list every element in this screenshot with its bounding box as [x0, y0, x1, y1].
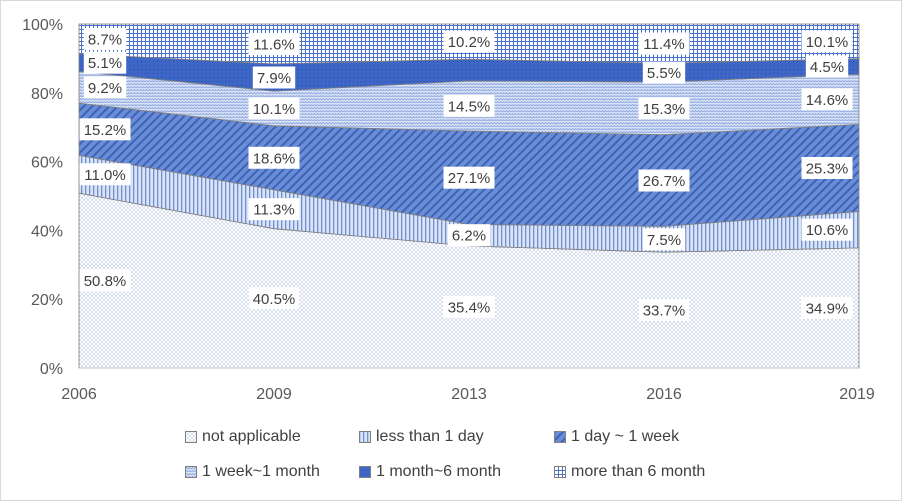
data-label: 10.1%: [806, 34, 849, 51]
data-label: 35.4%: [448, 299, 491, 316]
data-label-background: [447, 224, 491, 247]
x-tick-labels: 2006 2009 2013 2016 2019: [61, 386, 875, 403]
data-label: 33.7%: [643, 303, 686, 320]
data-label-background: [443, 30, 495, 53]
data-label: 15.2%: [84, 122, 127, 139]
data-label: 10.2%: [448, 34, 491, 51]
legend-label: less than 1 day: [376, 428, 484, 445]
legend-item: less than 1 day: [359, 428, 484, 446]
data-label-background: [248, 146, 300, 169]
legend: not applicable less than 1 day 1 day ~ 1 w…: [1, 1, 901, 480]
legend-label: more than 6 month: [571, 463, 706, 480]
data-label: 18.6%: [253, 150, 296, 167]
x-tick-label: 2006: [61, 386, 97, 403]
legend-item: not applicable: [185, 428, 301, 446]
legend-label: 1 month~6 month: [376, 463, 501, 480]
data-labels: 50.8% 40.5% 35.4% 33.7% 34.9% 11.0% 11.3% 6.2% 7…: [79, 28, 853, 322]
legend-swatch: [185, 466, 197, 478]
data-label-background: [805, 55, 849, 78]
data-label: 6.2%: [452, 228, 486, 245]
legend-swatch: [359, 431, 371, 443]
y-tick-label: 80%: [31, 86, 63, 103]
data-label-background: [443, 295, 495, 318]
y-tick-label: 60%: [31, 155, 63, 172]
data-label: 10.6%: [806, 222, 849, 239]
data-label: 5.1%: [88, 55, 122, 72]
x-tick-label: 2019: [839, 386, 875, 403]
data-label-background: [801, 297, 853, 319]
data-label: 10.1%: [253, 101, 296, 118]
data-label-background: [83, 28, 127, 50]
data-label-background: [79, 163, 131, 186]
y-tick-labels: 0% 20% 40% 60% 80% 100%: [22, 17, 63, 378]
data-label-background: [248, 33, 300, 55]
x-tick-label: 2016: [646, 386, 682, 403]
data-label: 50.8%: [84, 273, 127, 290]
data-label: 7.9%: [257, 70, 291, 87]
data-label: 8.7%: [88, 32, 122, 49]
data-label-background: [638, 97, 690, 120]
data-label-background: [801, 218, 853, 241]
data-label-background: [801, 30, 853, 53]
data-label: 27.1%: [448, 170, 491, 187]
data-label-background: [801, 157, 853, 179]
data-label: 11.6%: [253, 37, 294, 54]
data-label: 25.3%: [806, 161, 849, 178]
data-label-background: [248, 287, 300, 310]
y-tick-label: 20%: [31, 292, 63, 309]
legend-item: 1 week~1 month: [185, 463, 320, 481]
data-label-background: [642, 61, 686, 84]
data-label-background: [252, 66, 296, 89]
data-label: 15.3%: [643, 101, 686, 118]
data-label-background: [248, 198, 300, 221]
legend-swatch: [554, 431, 566, 443]
data-label-background: [638, 299, 690, 322]
y-tick-label: 40%: [31, 223, 63, 240]
data-label: 14.6%: [806, 92, 849, 109]
legend-label: 1 day ~ 1 week: [571, 428, 680, 445]
legend-item: 1 day ~ 1 week: [554, 428, 679, 446]
data-label: 9.2%: [88, 80, 122, 97]
data-label-background: [79, 118, 131, 141]
data-label: 7.5%: [647, 232, 681, 249]
data-label-background: [638, 32, 690, 55]
data-label-background: [79, 269, 131, 292]
data-label-background: [83, 51, 127, 74]
data-label: 5.5%: [647, 65, 681, 82]
data-label: 11.0%: [84, 167, 125, 184]
x-tick-label: 2013: [451, 386, 487, 403]
x-tick-label: 2009: [256, 386, 292, 403]
data-label: 40.5%: [253, 291, 296, 308]
data-label: 34.9%: [806, 301, 849, 318]
y-tick-label: 100%: [22, 17, 63, 34]
legend-label: not applicable: [202, 428, 301, 445]
data-label: 11.4%: [643, 36, 684, 53]
data-label-background: [801, 88, 853, 111]
legend-swatch: [554, 466, 566, 478]
data-label: 4.5%: [810, 59, 844, 76]
legend-swatch: [359, 466, 371, 478]
data-label-background: [638, 169, 690, 192]
data-label: 26.7%: [643, 173, 686, 190]
legend-item: more than 6 month: [554, 463, 705, 481]
data-label-background: [642, 228, 686, 251]
data-label-background: [83, 76, 127, 99]
y-tick-label: 0%: [40, 361, 63, 378]
legend-swatch: [185, 431, 197, 443]
legend-item: 1 month~6 month: [359, 463, 501, 481]
data-label-background: [248, 97, 300, 120]
data-label-background: [443, 166, 495, 189]
data-label-background: [443, 94, 495, 117]
data-label: 14.5%: [448, 98, 491, 115]
data-label: 11.3%: [253, 202, 294, 219]
legend-label: 1 week~1 month: [202, 463, 320, 480]
